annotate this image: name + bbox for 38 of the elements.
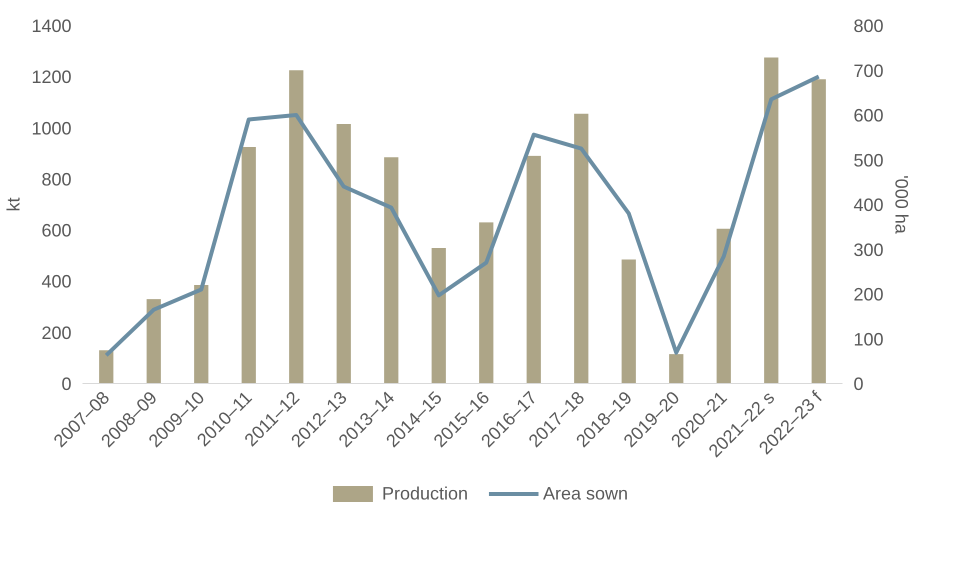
y2-tick-label: 600 <box>854 106 884 126</box>
bar <box>574 114 588 384</box>
y2-tick-label: 0 <box>854 374 864 394</box>
bar <box>622 259 636 384</box>
bar <box>146 299 161 384</box>
bar <box>384 157 398 384</box>
bar <box>99 350 114 384</box>
y-tick-label: 200 <box>41 322 72 343</box>
y2-tick-label: 500 <box>854 150 884 170</box>
bar <box>716 228 731 384</box>
legend-label: Area sown <box>543 483 628 504</box>
y2-axis-title: '000 ha <box>892 175 912 235</box>
y2-tick-label: 100 <box>854 329 884 350</box>
y-tick-label: 400 <box>41 272 72 292</box>
line-series <box>104 74 821 358</box>
y2-tick-label: 300 <box>854 240 884 260</box>
y-tick-label: 1000 <box>31 118 72 138</box>
y-tick-label: 1400 <box>31 16 72 36</box>
y2-tick-label: 400 <box>854 195 884 215</box>
bar <box>336 124 351 384</box>
bar <box>479 222 494 384</box>
bar <box>669 354 684 384</box>
y-tick-label: 0 <box>61 374 72 394</box>
y2-tick-label: 800 <box>854 16 884 36</box>
y-tick-label: 800 <box>41 169 72 190</box>
y-tick-label: 600 <box>41 220 72 241</box>
bar <box>432 248 446 384</box>
bar <box>812 79 826 384</box>
bar <box>526 156 541 384</box>
y-tick-label: 1200 <box>31 67 72 88</box>
y2-tick-label: 700 <box>854 60 884 81</box>
legend-label: Production <box>382 483 468 504</box>
bar <box>764 57 778 384</box>
bar <box>194 285 208 384</box>
y2-tick-label: 200 <box>854 284 884 304</box>
bar <box>289 70 304 384</box>
y-axis-title: kt <box>3 197 24 212</box>
bar <box>242 146 256 384</box>
